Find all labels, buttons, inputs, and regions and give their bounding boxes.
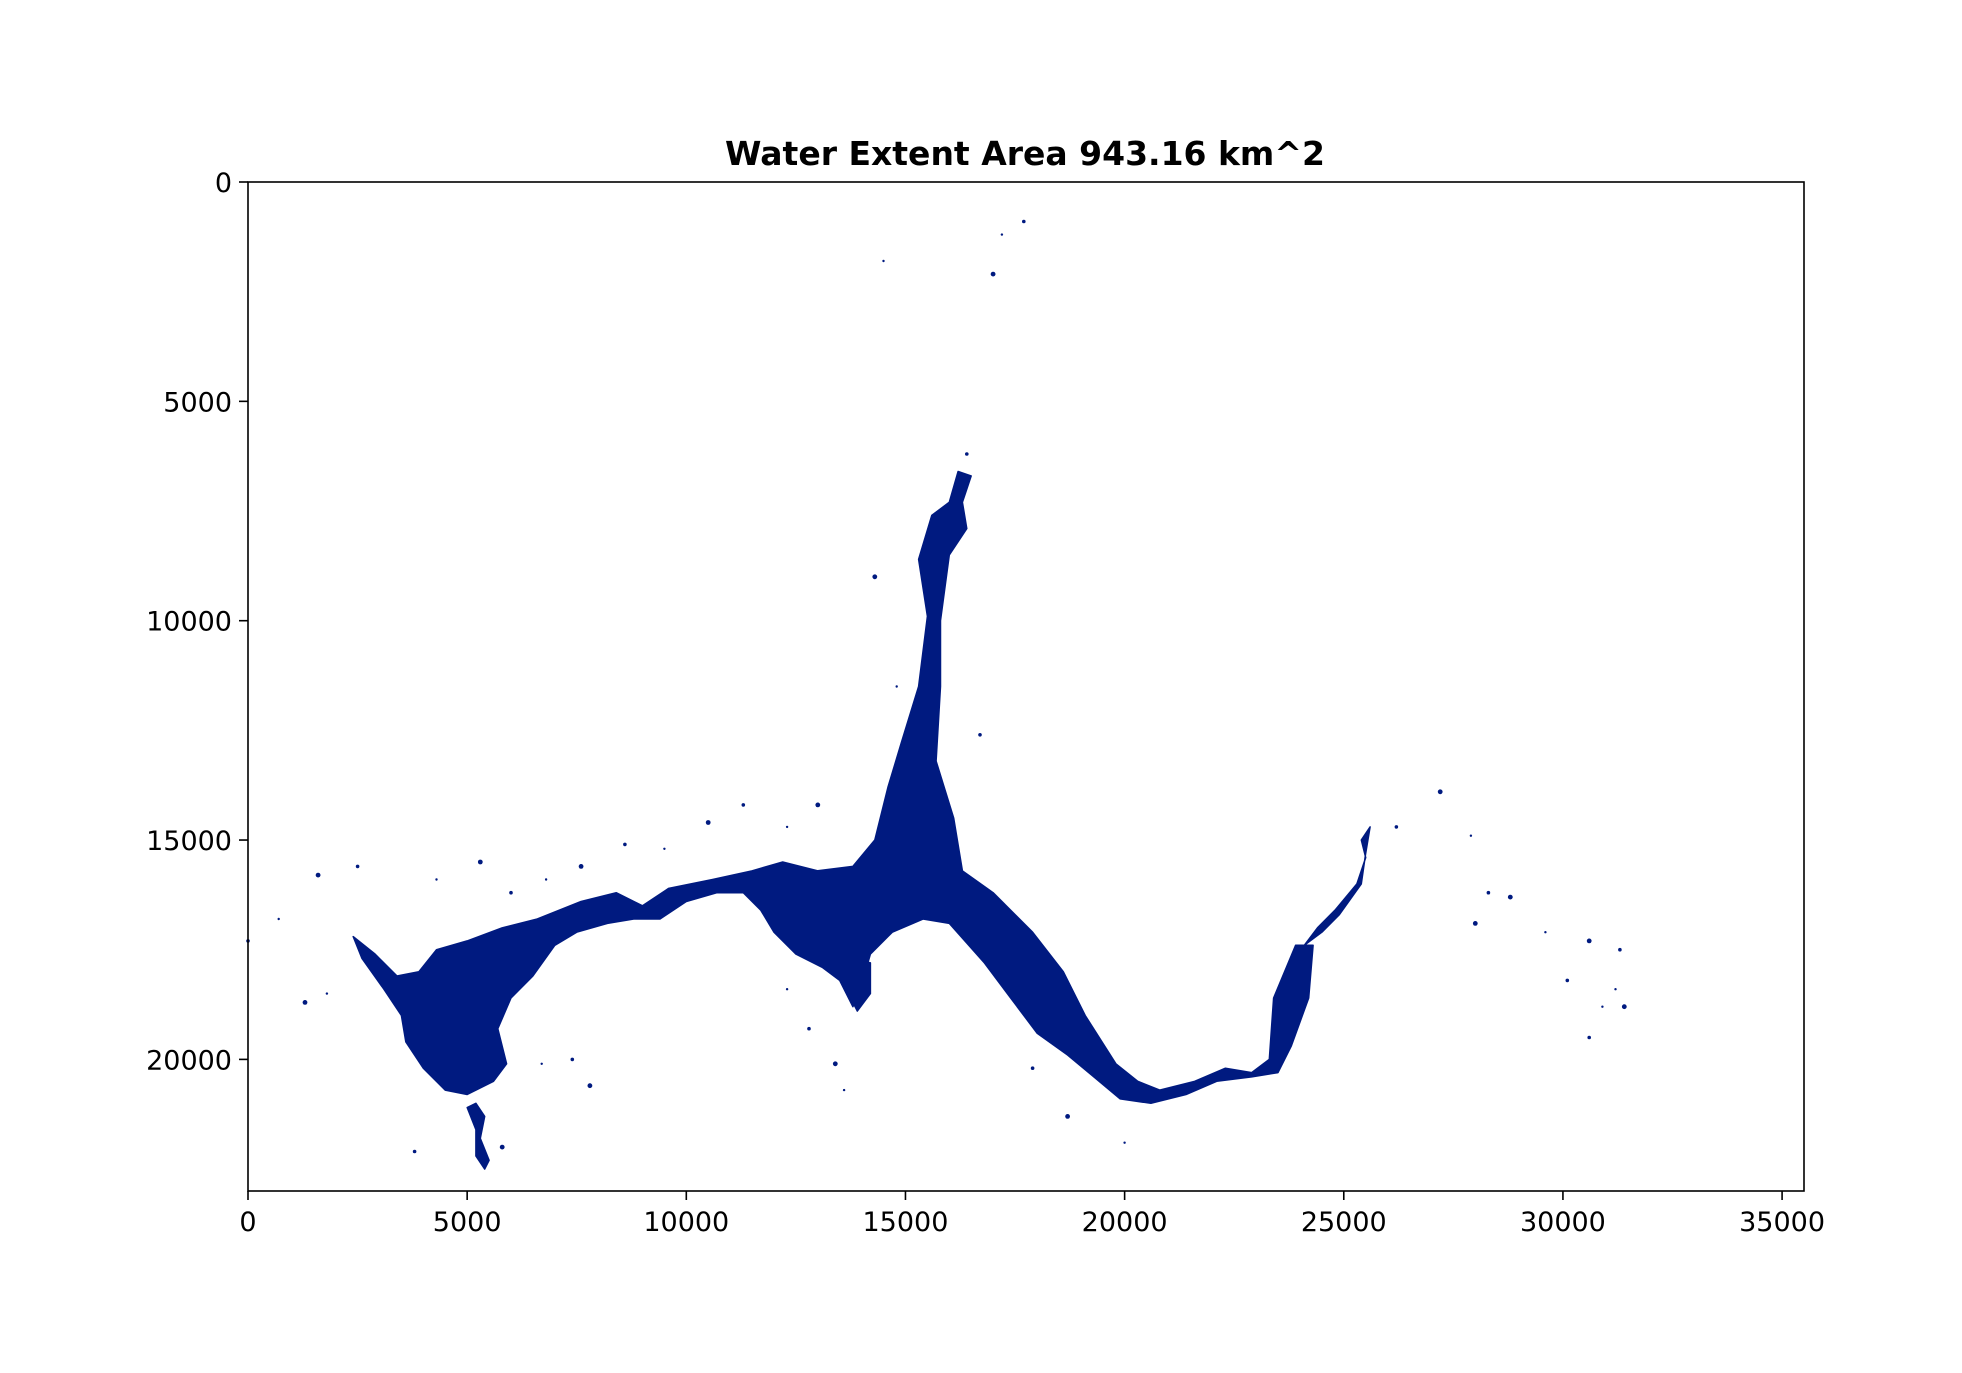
water-speckle	[1586, 938, 1592, 944]
water-speckle	[1507, 894, 1513, 900]
x-tick-label: 20000	[1082, 1207, 1168, 1238]
water-speckle	[1621, 1004, 1627, 1010]
axis-ticks: 0 5000 10000 15000 20000 25000 30000 35000 0 5000…	[146, 168, 1825, 1238]
water-speckle	[663, 847, 666, 850]
x-tick-label: 15000	[863, 1207, 949, 1238]
image-background	[248, 182, 1804, 1191]
water-speckle	[544, 878, 548, 881]
water-speckle	[435, 878, 438, 881]
water-speckle	[785, 825, 789, 829]
water-speckle	[1022, 219, 1026, 224]
water-speckle	[412, 1149, 417, 1154]
water-speckle	[832, 1061, 838, 1067]
water-speckle	[705, 820, 711, 825]
axes-frame	[247, 181, 1805, 1192]
water-speckle	[315, 872, 321, 878]
water-speckle	[1565, 978, 1570, 983]
water-speckle	[872, 574, 878, 580]
water-speckle	[1000, 233, 1004, 236]
water-region-southern-inlet	[466, 1102, 490, 1170]
plot-area	[246, 182, 1804, 1191]
water-speckle	[895, 685, 898, 688]
x-tick-label: 25000	[1301, 1207, 1387, 1238]
water-speckle	[882, 259, 885, 263]
water-speckle	[1469, 834, 1473, 837]
chart-title: Water Extent Area 943.16 km^2	[725, 134, 1325, 173]
water-speckle	[578, 864, 584, 869]
water-speckle	[990, 271, 996, 277]
water-speckle	[570, 1057, 575, 1062]
water-speckle	[499, 1144, 505, 1150]
water-speckle	[1618, 947, 1622, 952]
water-speckle	[785, 988, 789, 991]
water-speckle	[1486, 890, 1491, 895]
water-speckle	[355, 864, 360, 869]
y-tick-label: 0	[215, 168, 232, 199]
y-tick-label: 5000	[163, 387, 232, 418]
water-speckle	[1437, 789, 1443, 795]
y-tick-label: 20000	[146, 1045, 232, 1076]
water-speckle	[509, 890, 513, 895]
water-region-south-arm	[847, 957, 872, 1012]
y-tick-label: 15000	[146, 826, 232, 857]
x-tick-label: 5000	[433, 1207, 502, 1238]
x-tick-label: 0	[239, 1207, 256, 1238]
y-tick-label: 10000	[146, 607, 232, 638]
water-speckle	[1587, 1035, 1591, 1040]
water-speckle	[1544, 931, 1547, 934]
water-region-eastern-river-channel	[1303, 826, 1371, 947]
water-speckle	[1472, 921, 1478, 926]
x-tick-label: 35000	[1739, 1207, 1825, 1238]
water-speckle	[842, 1088, 846, 1092]
water-speckle	[978, 733, 982, 737]
water-speckle	[325, 992, 329, 995]
water-speckle	[540, 1062, 543, 1066]
water-speckle	[302, 1000, 308, 1005]
water-region-main-reservoir-body	[352, 470, 1314, 1105]
water-speckle	[815, 802, 821, 808]
x-tick-label: 10000	[643, 1207, 729, 1238]
water-speckle	[1394, 825, 1399, 829]
water-speckle	[477, 859, 483, 865]
water-speckle	[587, 1083, 593, 1089]
water-speckle	[1030, 1066, 1035, 1070]
water-speckle	[1601, 1005, 1604, 1008]
water-speckle	[623, 842, 627, 847]
water-speckle	[965, 452, 969, 456]
water-speckle	[277, 917, 280, 921]
water-speckle	[807, 1026, 811, 1031]
water-speckle	[1614, 988, 1617, 991]
x-tick-label: 30000	[1520, 1207, 1606, 1238]
water-speckle	[1065, 1114, 1070, 1119]
water-speckle	[1123, 1141, 1126, 1144]
water-speckle	[741, 803, 746, 807]
